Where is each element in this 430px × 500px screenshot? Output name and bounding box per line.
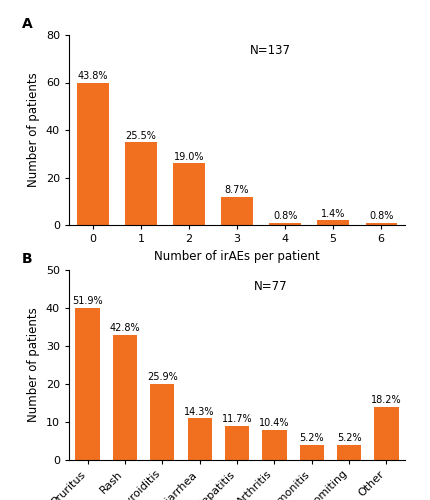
Bar (150, 384, 174, 460)
Bar (261, 430, 286, 460)
Text: 18.2%: 18.2% (370, 396, 401, 406)
Text: N=137: N=137 (249, 44, 291, 58)
Text: 51.9%: 51.9% (72, 296, 103, 306)
X-axis label: Number of irAEs per patient: Number of irAEs per patient (154, 250, 319, 262)
Text: B: B (22, 252, 32, 266)
Bar (75, 308, 100, 460)
Y-axis label: Number of patients: Number of patients (27, 308, 40, 422)
Text: 25.9%: 25.9% (147, 372, 177, 382)
Y-axis label: Number of patients: Number of patients (27, 72, 40, 188)
Text: 10.4%: 10.4% (258, 418, 289, 428)
Text: A: A (22, 17, 33, 31)
Bar (173, 163, 204, 225)
Text: 14.3%: 14.3% (184, 406, 215, 416)
Text: 1.4%: 1.4% (320, 209, 344, 219)
Text: 42.8%: 42.8% (109, 323, 140, 333)
Text: 8.7%: 8.7% (224, 186, 249, 196)
Text: N=77: N=77 (253, 280, 287, 292)
Bar (125, 142, 156, 225)
Bar (187, 418, 212, 460)
Bar (77, 82, 108, 225)
Text: 0.8%: 0.8% (368, 212, 393, 222)
Bar (113, 334, 137, 460)
Bar (365, 222, 396, 225)
Text: 5.2%: 5.2% (336, 434, 361, 444)
Bar (221, 196, 252, 225)
Bar (224, 426, 249, 460)
Bar (317, 220, 348, 225)
Text: 25.5%: 25.5% (125, 130, 156, 140)
Bar (373, 407, 398, 460)
Text: 11.7%: 11.7% (221, 414, 252, 424)
Text: 0.8%: 0.8% (272, 212, 297, 222)
Bar (336, 445, 360, 460)
Text: 5.2%: 5.2% (299, 434, 323, 444)
Text: 19.0%: 19.0% (173, 152, 204, 162)
Bar (269, 222, 300, 225)
Text: 43.8%: 43.8% (77, 72, 108, 82)
Bar (299, 445, 323, 460)
